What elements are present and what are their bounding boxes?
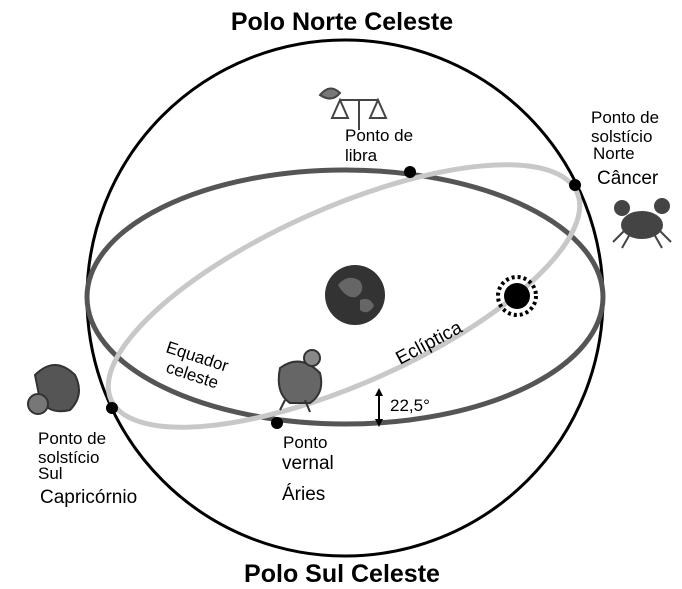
crab-icon xyxy=(613,199,671,248)
capricorn-label-line: Sul xyxy=(38,464,63,483)
aries-label-line: vernal xyxy=(282,453,334,474)
cancer-label-line: Norte xyxy=(593,144,635,163)
cancer-label-line: Ponto de xyxy=(591,108,659,127)
south-pole-title: Polo Sul Celeste xyxy=(244,560,440,588)
ecliptic-label: Eclíptica xyxy=(392,317,466,369)
libra-point xyxy=(404,166,416,178)
cancer-label-line: Câncer xyxy=(597,168,659,189)
capricorn-label-line: Capricórnio xyxy=(40,487,137,508)
sun xyxy=(498,277,536,315)
celestial-sphere-diagram: Polo Norte Celeste Polo Sul Celeste Pont… xyxy=(0,0,682,589)
aries-label-line: Áries xyxy=(282,484,325,505)
aries-label-line: Ponto xyxy=(283,433,327,452)
angle-label: 22,5° xyxy=(390,396,430,415)
north-pole-title: Polo Norte Celeste xyxy=(231,8,453,36)
capricorn-icon xyxy=(28,365,79,414)
libra-label-line: Ponto de xyxy=(345,126,413,145)
cancer-point xyxy=(569,179,581,191)
vernal-point xyxy=(271,417,283,429)
libra-label-line: libra xyxy=(345,146,378,165)
capricorn-point xyxy=(106,402,118,414)
libra-icon xyxy=(320,88,386,130)
capricorn-label-line: Ponto de xyxy=(38,429,106,448)
angle-marker xyxy=(375,388,383,427)
